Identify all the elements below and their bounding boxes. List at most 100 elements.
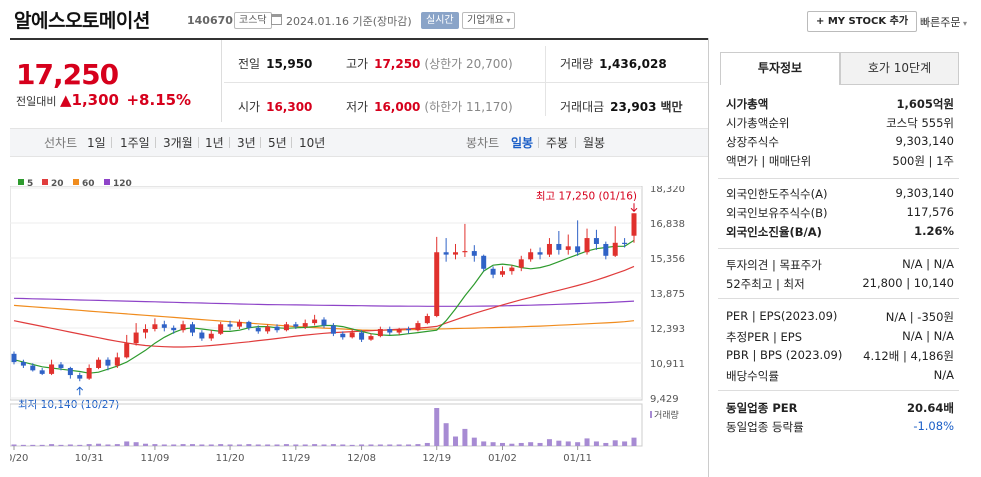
candle-body (39, 370, 45, 374)
volume: 거래량 1,436,028 (560, 55, 667, 72)
volume-bar (218, 444, 224, 446)
candle-body (20, 362, 26, 366)
x-tick-label: 01/11 (563, 453, 592, 464)
candle-body (11, 353, 17, 363)
candle-body (67, 367, 73, 376)
sidebar-row-label: 시가총액 (726, 97, 769, 111)
sidebar-row-value: 1.26% (914, 224, 954, 238)
volume-bar (312, 444, 318, 446)
tab-investment-info[interactable]: 투자정보 (720, 52, 840, 85)
market-badge: 코스닥 (234, 12, 272, 29)
y-tick-label: 15,356 (650, 254, 685, 265)
period-1d[interactable]: 1일 (87, 136, 106, 150)
period-1w[interactable]: 1주일 (120, 136, 150, 150)
volume-bar (631, 437, 637, 446)
sidebar-row-label: 동일업종 등락률 (726, 420, 804, 434)
period-1y[interactable]: 1년 (205, 136, 224, 150)
candle-body (49, 364, 55, 374)
sidebar-row-label: 상장주식수 (726, 135, 779, 149)
trade-amount: 거래대금 23,903 백만 (560, 98, 683, 115)
candle-body (603, 243, 609, 256)
period-3y[interactable]: 3년 (237, 136, 256, 150)
period-10y[interactable]: 10년 (299, 136, 326, 150)
candle-body (30, 365, 36, 371)
candle-body (321, 319, 327, 326)
candle-body (274, 326, 280, 331)
volume-bar (39, 444, 45, 446)
candle-body (622, 242, 628, 244)
sidebar-row-value: 9,303,140 (895, 186, 954, 200)
candle-weekly[interactable]: 주봉 (546, 136, 569, 150)
candle-body (199, 332, 205, 339)
volume-bar (236, 444, 242, 446)
tab-orderbook[interactable]: 호가 10단계 (840, 52, 959, 85)
volume-bar (622, 441, 628, 446)
candle-body (349, 332, 355, 338)
legend-ma5: 5 (18, 179, 33, 189)
period-divider (155, 137, 156, 148)
realtime-badge[interactable]: 실시간 (421, 12, 459, 29)
prev-close-label: 전일 (238, 57, 261, 71)
price-chart[interactable]: 18,320 16,838 15,356 13,875 12,393 10,911 9,42… (10, 186, 708, 476)
candle-body (499, 271, 505, 275)
x-tick-label: 01/02 (488, 453, 517, 464)
sidebar-row-label: 시가총액순위 (726, 116, 790, 130)
volume-bar (96, 443, 102, 446)
mystock-add-button[interactable]: + MY STOCK 추가 (807, 11, 918, 32)
candle-body (96, 359, 102, 368)
candle-monthly[interactable]: 월봉 (583, 136, 606, 150)
candle-body (406, 329, 412, 331)
period-5y[interactable]: 5년 (268, 136, 287, 150)
volume-bar (227, 444, 233, 446)
period-3m[interactable]: 3개월 (163, 136, 193, 150)
candle-daily[interactable]: 일봉 (511, 136, 534, 150)
sidebar-row-value: 1,605억원 (896, 97, 954, 111)
x-tick-label: 11/29 (281, 453, 310, 464)
stock-code: 140670 (187, 14, 233, 27)
sidebar-row-label: 외국인한도주식수(A) (726, 187, 828, 201)
candle-body (105, 359, 111, 366)
candle-body (340, 333, 346, 338)
ma5-line (13, 239, 635, 374)
volume-bar (528, 442, 534, 446)
candle-body (330, 325, 336, 334)
volume-bar (565, 441, 571, 446)
candle-chart-label: 봉차트 (466, 136, 500, 150)
period-divider (229, 137, 230, 148)
period-divider (291, 137, 292, 148)
amount-unit: 백만 (660, 100, 683, 114)
calendar-icon (271, 14, 282, 25)
volume-bar (434, 408, 440, 446)
sidebar-row-value: 코스닥 555위 (886, 116, 954, 130)
candle-body (584, 238, 590, 253)
y-tick-label: 9,429 (650, 394, 679, 405)
sidebar-divider (718, 298, 959, 299)
volume-bar (133, 442, 139, 446)
quick-order-button[interactable]: 빠른주문 ▾ (920, 14, 967, 30)
sidebar-row-label: 추정PER | EPS (726, 329, 803, 344)
volume-bar (453, 436, 459, 446)
company-overview-button[interactable]: 기업개요 ▾ (462, 12, 516, 29)
amount-label: 거래대금 (560, 100, 605, 114)
legend-ma20: 20 (42, 179, 64, 189)
legend-label: 120 (113, 179, 132, 189)
y-tick-label: 16,838 (650, 219, 685, 230)
candle-body (453, 252, 459, 255)
candle-body (152, 324, 158, 330)
legend-swatch (73, 179, 79, 185)
volume-bar (20, 444, 26, 446)
y-tick-label: 13,875 (650, 289, 685, 300)
sidebar-row-value: 9,303,140 (895, 134, 954, 148)
sidebar-row-label: 투자의견 | 목표주가 (726, 258, 822, 272)
sidebar-divider (718, 248, 959, 249)
sidebar-row-label: 액면가 | 매매단위 (726, 154, 812, 168)
sidebar-row-label: 동일업종 PER (726, 401, 798, 415)
volume-bar (86, 444, 92, 446)
open-value: 16,300 (266, 100, 313, 114)
candle-body (265, 326, 271, 332)
header-divider (10, 38, 708, 40)
candle-body (283, 324, 289, 331)
candle-body (227, 324, 233, 327)
volume-bar (340, 444, 346, 446)
period-bar (10, 128, 708, 157)
